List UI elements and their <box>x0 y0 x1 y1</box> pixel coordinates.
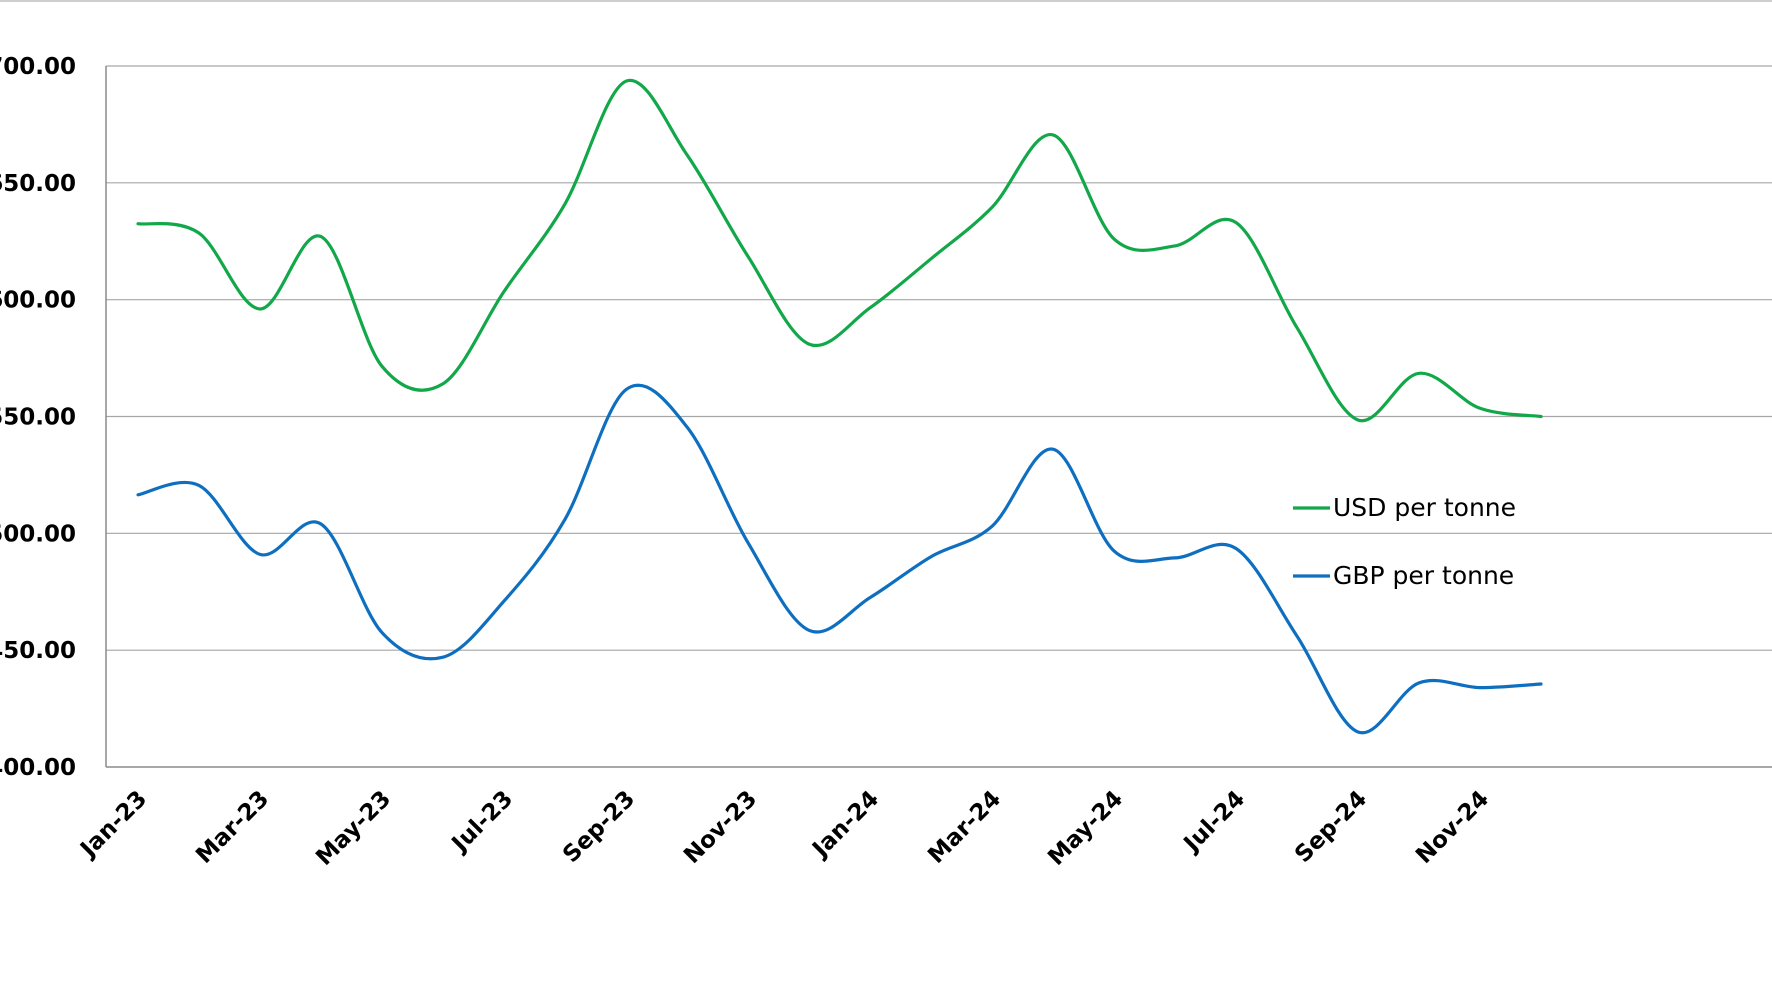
data-point-usd-per-tonne <box>868 306 872 310</box>
y-tick-label: 500.00 <box>0 521 76 547</box>
data-point-usd-per-tonne <box>624 79 628 83</box>
data-point-gbp-per-tonne <box>624 388 628 392</box>
x-tick-label: Mar-23 <box>191 786 274 869</box>
data-point-usd-per-tonne <box>380 364 384 368</box>
data-point-usd-per-tonne <box>929 257 933 261</box>
data-point-usd-per-tonne <box>1539 415 1543 419</box>
data-point-usd-per-tonne <box>319 235 323 239</box>
y-tick-label: 600.00 <box>0 288 76 314</box>
data-point-gbp-per-tonne <box>258 552 262 556</box>
data-point-gbp-per-tonne <box>136 493 140 497</box>
data-point-gbp-per-tonne <box>868 596 872 600</box>
x-tick-label: Jul-24 <box>1178 786 1250 858</box>
series-line-usd-per-tonne <box>136 78 1543 423</box>
data-point-gbp-per-tonne <box>1051 447 1055 451</box>
legend-label-usd-per-tonne: USD per tonne <box>1333 493 1516 522</box>
x-tick-label: Jul-23 <box>446 786 518 858</box>
y-tick-label: 450.00 <box>0 638 76 664</box>
data-point-gbp-per-tonne <box>1112 549 1116 553</box>
data-point-usd-per-tonne <box>1478 406 1482 410</box>
x-tick-label: Jan-24 <box>806 786 884 864</box>
axes <box>105 66 1772 768</box>
x-tick-label: May-23 <box>311 786 396 871</box>
data-point-gbp-per-tonne <box>746 541 750 545</box>
data-point-usd-per-tonne <box>1173 244 1177 248</box>
data-point-usd-per-tonne <box>685 153 689 157</box>
data-point-usd-per-tonne <box>441 382 445 386</box>
data-point-gbp-per-tonne <box>1478 686 1482 690</box>
data-point-gbp-per-tonne <box>1417 681 1421 685</box>
data-point-gbp-per-tonne <box>807 628 811 632</box>
data-point-gbp-per-tonne <box>1539 682 1543 686</box>
data-point-usd-per-tonne <box>746 254 750 258</box>
x-tick-label: Nov-23 <box>679 786 762 869</box>
data-point-usd-per-tonne <box>1417 371 1421 375</box>
data-point-gbp-per-tonne <box>990 524 994 528</box>
data-point-usd-per-tonne <box>1234 221 1238 225</box>
x-tick-label: Jan-23 <box>74 786 152 864</box>
x-tick-label: Mar-24 <box>923 786 1006 869</box>
data-point-usd-per-tonne <box>258 307 262 311</box>
gridlines <box>106 65 1772 651</box>
data-point-gbp-per-tonne <box>1356 730 1360 734</box>
x-tick-label: Sep-23 <box>558 786 640 868</box>
data-point-usd-per-tonne <box>197 231 201 235</box>
data-point-gbp-per-tonne <box>1295 634 1299 638</box>
data-point-gbp-per-tonne <box>1173 556 1177 560</box>
data-point-usd-per-tonne <box>990 205 994 209</box>
y-tick-label: 700.00 <box>0 54 76 80</box>
legend-label-gbp-per-tonne: GBP per tonne <box>1333 561 1514 590</box>
series-line-gbp-per-tonne <box>136 383 1543 735</box>
y-axis-tick-labels: 400.00 450.00 500.00 550.00 600.00 650.00 700.… <box>0 54 76 781</box>
data-point-usd-per-tonne <box>563 202 567 206</box>
data-point-usd-per-tonne <box>807 342 811 346</box>
data-point-usd-per-tonne <box>1356 418 1360 422</box>
data-point-gbp-per-tonne <box>441 655 445 659</box>
data-point-gbp-per-tonne <box>380 631 384 635</box>
data-point-gbp-per-tonne <box>502 599 506 603</box>
x-tick-label: Nov-24 <box>1411 786 1494 869</box>
data-point-gbp-per-tonne <box>1234 547 1238 551</box>
data-point-usd-per-tonne <box>1295 326 1299 330</box>
y-tick-label: 650.00 <box>0 171 76 197</box>
data-point-usd-per-tonne <box>502 289 506 293</box>
x-axis-tick-labels: Jan-23 Mar-23 May-23 Jul-23 Sep-23 Nov-23 Jan-… <box>74 786 1494 871</box>
data-point-usd-per-tonne <box>1112 237 1116 241</box>
data-point-gbp-per-tonne <box>319 522 323 526</box>
data-point-gbp-per-tonne <box>563 517 567 521</box>
x-tick-label: Sep-24 <box>1290 786 1372 868</box>
data-point-usd-per-tonne <box>136 222 140 226</box>
y-tick-label: 550.00 <box>0 405 76 431</box>
data-point-gbp-per-tonne <box>929 555 933 559</box>
legend: USD per tonne GBP per tonne <box>1293 493 1516 590</box>
data-point-gbp-per-tonne <box>197 483 201 487</box>
series-lines <box>136 78 1543 735</box>
data-point-usd-per-tonne <box>1051 133 1055 137</box>
x-tick-label: May-24 <box>1043 786 1128 871</box>
data-point-gbp-per-tonne <box>685 425 689 429</box>
y-tick-label: 400.00 <box>0 755 76 781</box>
